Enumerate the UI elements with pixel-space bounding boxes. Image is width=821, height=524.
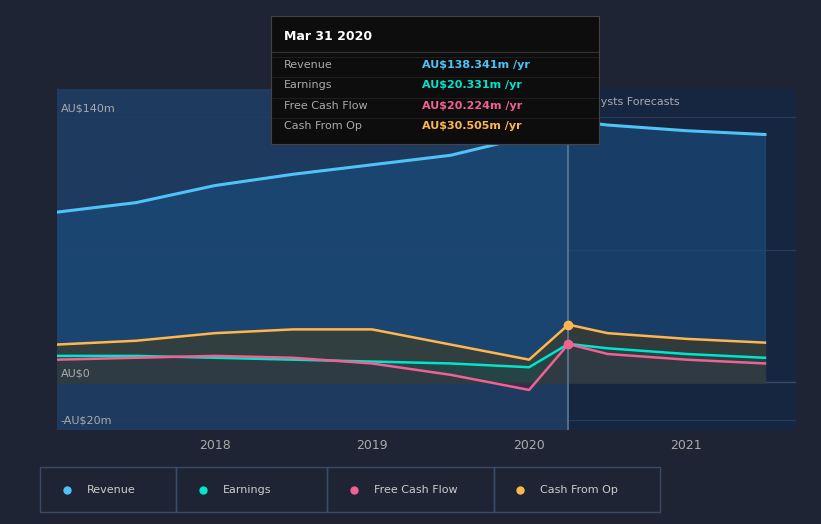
Text: -AU$20m: -AU$20m bbox=[61, 416, 112, 426]
Text: Cash From Op: Cash From Op bbox=[284, 121, 362, 131]
Text: AU$20.224m /yr: AU$20.224m /yr bbox=[422, 101, 522, 111]
Text: Revenue: Revenue bbox=[87, 485, 136, 495]
Bar bbox=[57, 89, 568, 430]
Bar bbox=[568, 89, 796, 430]
Text: Revenue: Revenue bbox=[284, 60, 333, 70]
Text: Analysts Forecasts: Analysts Forecasts bbox=[576, 97, 680, 107]
Text: AU$30.505m /yr: AU$30.505m /yr bbox=[422, 121, 521, 131]
Text: Cash From Op: Cash From Op bbox=[540, 485, 618, 495]
Text: AU$138.341m /yr: AU$138.341m /yr bbox=[422, 60, 530, 70]
Text: AU$20.331m /yr: AU$20.331m /yr bbox=[422, 80, 522, 90]
Text: AU$0: AU$0 bbox=[61, 368, 90, 378]
Text: Past: Past bbox=[540, 97, 564, 107]
Text: Earnings: Earnings bbox=[223, 485, 272, 495]
Text: Free Cash Flow: Free Cash Flow bbox=[374, 485, 458, 495]
Text: AU$140m: AU$140m bbox=[61, 104, 116, 114]
Text: Earnings: Earnings bbox=[284, 80, 333, 90]
Text: Mar 31 2020: Mar 31 2020 bbox=[284, 30, 372, 43]
Text: Free Cash Flow: Free Cash Flow bbox=[284, 101, 368, 111]
